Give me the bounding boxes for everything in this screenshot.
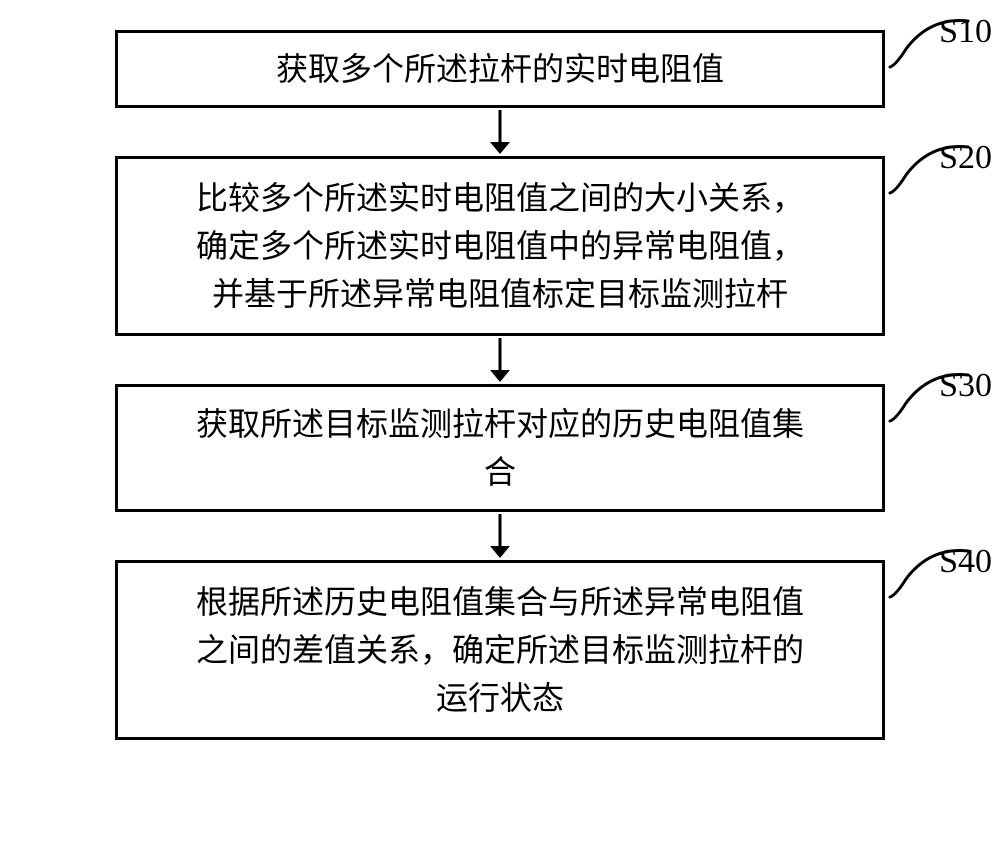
flow-step-s30: 获取所述目标监测拉杆对应的历史电阻值集 合S30 — [115, 384, 885, 512]
flow-step-s10: 获取多个所述拉杆的实时电阻值S10 — [115, 30, 885, 108]
flow-step-label: S20 — [939, 139, 992, 177]
flow-arrow — [60, 336, 940, 384]
flow-step-s40: 根据所述历史电阻值集合与所述异常电阻值 之间的差值关系，确定所述目标监测拉杆的 … — [115, 560, 885, 740]
flow-step-text: 比较多个所述实时电阻值之间的大小关系， 确定多个所述实时电阻值中的异常电阻值， … — [196, 174, 804, 318]
flow-arrow — [60, 108, 940, 156]
flow-step-text: 获取多个所述拉杆的实时电阻值 — [276, 45, 724, 93]
flow-step-text: 根据所述历史电阻值集合与所述异常电阻值 之间的差值关系，确定所述目标监测拉杆的 … — [196, 578, 804, 722]
flow-step-label: S30 — [939, 367, 992, 405]
flow-step-label: S40 — [939, 543, 992, 581]
flow-step-label: S10 — [939, 13, 992, 51]
flow-step-s20: 比较多个所述实时电阻值之间的大小关系， 确定多个所述实时电阻值中的异常电阻值， … — [115, 156, 885, 336]
flow-arrow — [60, 512, 940, 560]
flow-step-text: 获取所述目标监测拉杆对应的历史电阻值集 合 — [196, 400, 804, 496]
flowchart-container: 获取多个所述拉杆的实时电阻值S10 比较多个所述实时电阻值之间的大小关系， 确定… — [60, 30, 940, 740]
